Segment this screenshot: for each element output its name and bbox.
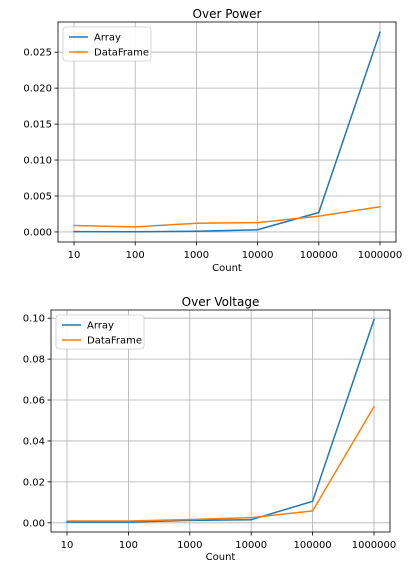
data-point-array xyxy=(195,230,198,233)
legend-label-array: Array xyxy=(94,33,121,44)
data-point-array xyxy=(66,521,68,523)
series-line-array xyxy=(73,31,381,233)
legend: Array DataFrame xyxy=(62,26,152,62)
data-point-array xyxy=(256,228,259,231)
x-tick-label: 10 xyxy=(61,540,74,551)
x-tick-label: 1000 xyxy=(184,250,209,261)
y-tick-label: 0.005 xyxy=(23,191,52,202)
x-tick-label: 100 xyxy=(119,540,138,551)
x-tick-label: 1000000 xyxy=(352,540,397,551)
data-point-dataframe xyxy=(256,221,259,224)
legend-label-dataframe: DataFrame xyxy=(87,336,142,347)
y-tick-label: 0.02 xyxy=(23,477,45,488)
y-tick-label: 0.00 xyxy=(23,518,45,529)
series-line-array xyxy=(67,319,375,523)
data-point-dataframe xyxy=(195,222,198,225)
y-tick-label: 0.06 xyxy=(23,396,45,407)
y-tick-label: 0.04 xyxy=(23,436,45,447)
data-point-array xyxy=(318,211,320,214)
data-point-dataframe xyxy=(318,215,320,217)
plot-frame xyxy=(50,309,391,533)
y-tick-label: 0.08 xyxy=(23,355,45,366)
x-tick-label: 1000000 xyxy=(358,250,403,261)
y-tick-label: 0.015 xyxy=(23,120,52,131)
series-line-dataframe xyxy=(73,206,381,228)
data-point-array xyxy=(134,230,136,233)
legend: Array DataFrame xyxy=(55,314,145,350)
data-point-dataframe xyxy=(66,520,68,522)
data-point-dataframe xyxy=(311,510,314,512)
data-point-array xyxy=(311,500,314,503)
chart-title: Over Power xyxy=(193,7,262,21)
data-point-dataframe xyxy=(379,205,381,208)
x-tick-label: 100000 xyxy=(294,540,332,551)
y-tick-label: 0.010 xyxy=(23,156,52,167)
legend-label-dataframe: DataFrame xyxy=(94,48,149,59)
plot-frame xyxy=(57,21,397,243)
x-tick-label: 10000 xyxy=(242,250,274,261)
y-tick-label: 0.025 xyxy=(23,48,52,59)
data-point-array xyxy=(379,31,381,33)
y-tick-label: 0.020 xyxy=(23,84,52,95)
legend-label-array: Array xyxy=(87,321,114,332)
y-tick-label: 0.000 xyxy=(23,227,52,238)
data-point-array xyxy=(73,230,75,233)
x-tick-label: 10000 xyxy=(235,540,267,551)
x-tick-label: 100 xyxy=(126,250,145,261)
data-point-array xyxy=(250,518,252,521)
x-tick-label: 1000 xyxy=(177,540,202,551)
data-point-array xyxy=(127,521,130,523)
x-tick-label: 100000 xyxy=(300,250,338,261)
series-line-dataframe xyxy=(67,406,375,522)
y-tick-label: 0.10 xyxy=(23,314,45,325)
data-point-dataframe xyxy=(134,226,136,228)
x-axis-label: Count xyxy=(212,263,242,274)
x-axis-label: Count xyxy=(206,552,236,563)
data-point-dataframe xyxy=(127,520,130,522)
subplot-1: 10 100 1000 10000 100000 1000000 0.000 0.005 0.0… xyxy=(23,7,402,274)
x-tick-label: 10 xyxy=(68,250,81,261)
data-point-dataframe xyxy=(73,224,75,227)
subplot-2: 10 100 1000 10000 100000 1000000 0.00 0.02 0.04 0… xyxy=(23,295,397,563)
chart-title: Over Voltage xyxy=(182,295,260,309)
data-point-dataframe xyxy=(189,518,191,521)
data-point-dataframe xyxy=(373,405,375,408)
data-point-dataframe xyxy=(250,516,252,519)
data-point-array xyxy=(373,318,375,321)
